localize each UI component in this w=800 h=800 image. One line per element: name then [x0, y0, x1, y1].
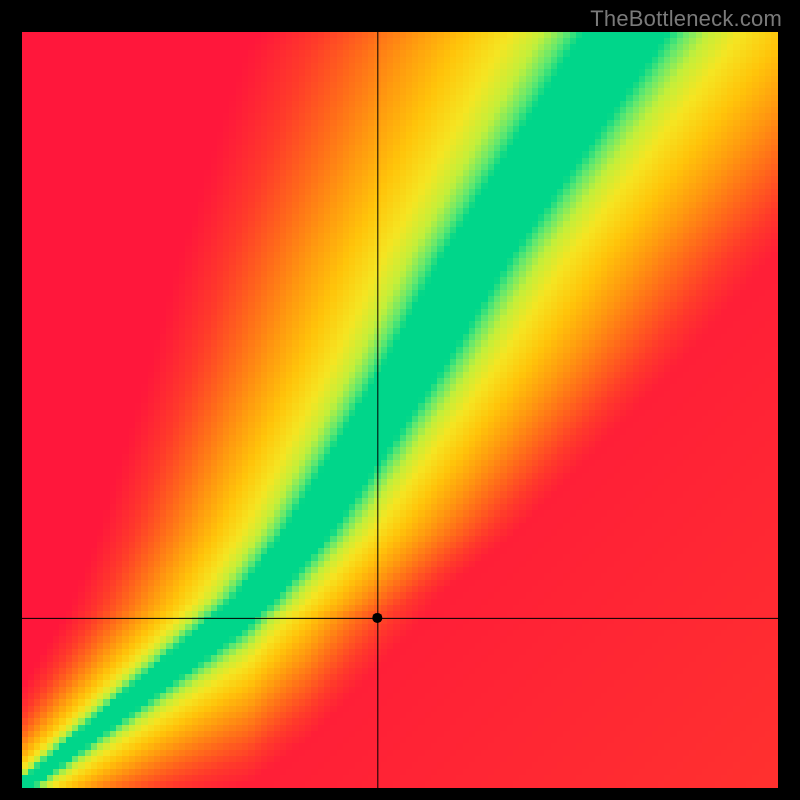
watermark-text: TheBottleneck.com — [590, 6, 782, 32]
bottleneck-heatmap — [22, 32, 778, 788]
chart-container: TheBottleneck.com — [0, 0, 800, 800]
